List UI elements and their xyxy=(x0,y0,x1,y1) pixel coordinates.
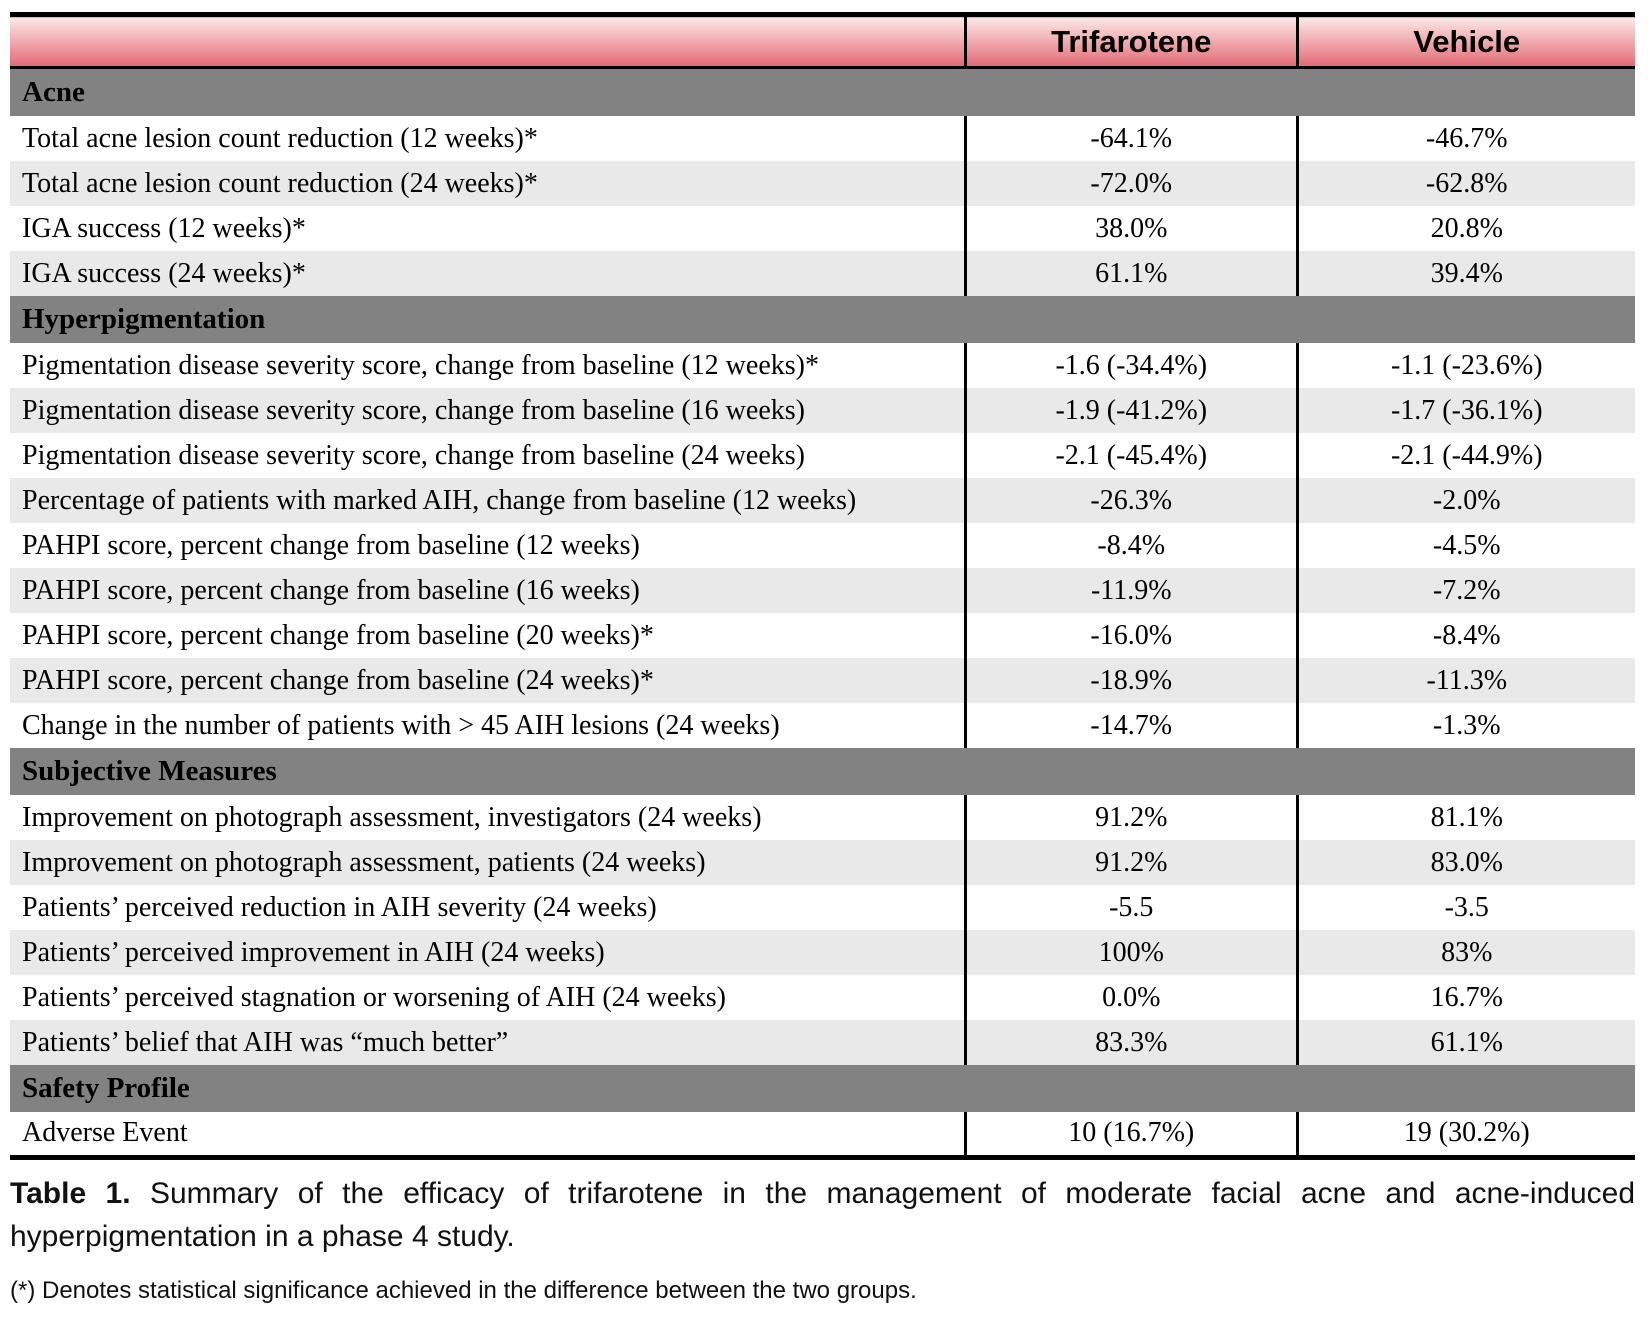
trifarotene-value: -16.0% xyxy=(964,613,1297,658)
efficacy-table: Trifarotene Vehicle Acne Total acne lesio… xyxy=(10,12,1635,1160)
row-label: Change in the number of patients with > … xyxy=(10,703,966,748)
trifarotene-value: -11.9% xyxy=(964,568,1297,613)
trifarotene-value: -72.0% xyxy=(964,161,1297,206)
vehicle-value: 16.7% xyxy=(1295,975,1635,1020)
row-label: Improvement on photograph assessment, pa… xyxy=(10,840,966,885)
table-header-row: Trifarotene Vehicle xyxy=(10,14,1635,69)
vehicle-value: -3.5 xyxy=(1295,885,1635,930)
section-row-subjective-measures: Subjective Measures xyxy=(10,748,1635,795)
section-title: Safety Profile xyxy=(10,1065,1635,1112)
trifarotene-value: -2.1 (-45.4%) xyxy=(964,433,1297,478)
vehicle-value: 19 (30.2%) xyxy=(1295,1112,1635,1157)
vehicle-value: 20.8% xyxy=(1295,206,1635,251)
table-row: Patients’ perceived improvement in AIH (… xyxy=(10,930,1635,975)
table-row: PAHPI score, percent change from baselin… xyxy=(10,568,1635,613)
table-footnote: (*) Denotes statistical significance ach… xyxy=(10,1276,917,1304)
row-label: PAHPI score, percent change from baselin… xyxy=(10,568,966,613)
table-row: Total acne lesion count reduction (24 we… xyxy=(10,161,1635,206)
row-label: Pigmentation disease severity score, cha… xyxy=(10,433,966,478)
section-title: Acne xyxy=(10,67,1635,116)
trifarotene-value: -18.9% xyxy=(964,658,1297,703)
vehicle-value: -1.1 (-23.6%) xyxy=(1295,343,1635,388)
section-title: Subjective Measures xyxy=(10,748,1635,795)
caption-label: Table 1. xyxy=(10,1176,131,1210)
vehicle-value: 81.1% xyxy=(1295,795,1635,840)
trifarotene-value: -1.6 (-34.4%) xyxy=(964,343,1297,388)
vehicle-value: 39.4% xyxy=(1295,251,1635,296)
vehicle-value: -1.7 (-36.1%) xyxy=(1295,388,1635,433)
vehicle-value: -46.7% xyxy=(1295,116,1635,161)
row-label: Total acne lesion count reduction (24 we… xyxy=(10,161,966,206)
table-row: Pigmentation disease severity score, cha… xyxy=(10,388,1635,433)
trifarotene-value: -64.1% xyxy=(964,116,1297,161)
vehicle-value: 83% xyxy=(1295,930,1635,975)
row-label: Adverse Event xyxy=(10,1112,966,1157)
vehicle-value: -4.5% xyxy=(1295,523,1635,568)
trifarotene-value: 38.0% xyxy=(964,206,1297,251)
table-caption: Table 1. Summary of the efficacy of trif… xyxy=(10,1172,1635,1259)
trifarotene-value: 0.0% xyxy=(964,975,1297,1020)
trifarotene-value: 10 (16.7%) xyxy=(964,1112,1297,1157)
trifarotene-value: 100% xyxy=(964,930,1297,975)
trifarotene-value: -1.9 (-41.2%) xyxy=(964,388,1297,433)
vehicle-value: -2.1 (-44.9%) xyxy=(1295,433,1635,478)
row-label: Patients’ perceived stagnation or worsen… xyxy=(10,975,966,1020)
vehicle-value: -62.8% xyxy=(1295,161,1635,206)
row-label: Pigmentation disease severity score, cha… xyxy=(10,343,966,388)
trifarotene-value: 83.3% xyxy=(964,1020,1297,1065)
section-row-safety-profile: Safety Profile xyxy=(10,1065,1635,1112)
row-label: Patients’ belief that AIH was “much bett… xyxy=(10,1020,966,1065)
table-row: Adverse Event 10 (16.7%) 19 (30.2%) xyxy=(10,1112,1635,1157)
table-row: PAHPI score, percent change from baselin… xyxy=(10,658,1635,703)
vehicle-value: -1.3% xyxy=(1295,703,1635,748)
caption-text: Summary of the efficacy of trifarotene i… xyxy=(10,1176,1635,1254)
row-label: IGA success (24 weeks)* xyxy=(10,251,966,296)
table-row: Improvement on photograph assessment, pa… xyxy=(10,840,1635,885)
row-label: Total acne lesion count reduction (12 we… xyxy=(10,116,966,161)
section-row-hyperpigmentation: Hyperpigmentation xyxy=(10,296,1635,343)
table-row: PAHPI score, percent change from baselin… xyxy=(10,523,1635,568)
trifarotene-value: -26.3% xyxy=(964,478,1297,523)
row-label: PAHPI score, percent change from baselin… xyxy=(10,658,966,703)
vehicle-value: -11.3% xyxy=(1295,658,1635,703)
trifarotene-value: 91.2% xyxy=(964,795,1297,840)
row-label: Percentage of patients with marked AIH, … xyxy=(10,478,966,523)
row-label: Patients’ perceived improvement in AIH (… xyxy=(10,930,966,975)
header-vehicle: Vehicle xyxy=(1295,14,1635,69)
row-label: PAHPI score, percent change from baselin… xyxy=(10,523,966,568)
row-label: Patients’ perceived reduction in AIH sev… xyxy=(10,885,966,930)
table-row: IGA success (12 weeks)* 38.0% 20.8% xyxy=(10,206,1635,251)
row-label: Improvement on photograph assessment, in… xyxy=(10,795,966,840)
vehicle-value: -8.4% xyxy=(1295,613,1635,658)
vehicle-value: -7.2% xyxy=(1295,568,1635,613)
trifarotene-value: 91.2% xyxy=(964,840,1297,885)
table-row: Total acne lesion count reduction (12 we… xyxy=(10,116,1635,161)
row-label: Pigmentation disease severity score, cha… xyxy=(10,388,966,433)
row-label: IGA success (12 weeks)* xyxy=(10,206,966,251)
vehicle-value: -2.0% xyxy=(1295,478,1635,523)
table-row: Pigmentation disease severity score, cha… xyxy=(10,433,1635,478)
trifarotene-value: -5.5 xyxy=(964,885,1297,930)
table-row: Percentage of patients with marked AIH, … xyxy=(10,478,1635,523)
table-row: Patients’ perceived stagnation or worsen… xyxy=(10,975,1635,1020)
table-row: IGA success (24 weeks)* 61.1% 39.4% xyxy=(10,251,1635,296)
table-row: Patients’ belief that AIH was “much bett… xyxy=(10,1020,1635,1065)
header-empty-cell xyxy=(10,14,966,69)
table-row: Pigmentation disease severity score, cha… xyxy=(10,343,1635,388)
table-row: PAHPI score, percent change from baselin… xyxy=(10,613,1635,658)
vehicle-value: 83.0% xyxy=(1295,840,1635,885)
table-row: Change in the number of patients with > … xyxy=(10,703,1635,748)
row-label: PAHPI score, percent change from baselin… xyxy=(10,613,966,658)
vehicle-value: 61.1% xyxy=(1295,1020,1635,1065)
trifarotene-value: 61.1% xyxy=(964,251,1297,296)
section-title: Hyperpigmentation xyxy=(10,296,1635,343)
header-trifarotene: Trifarotene xyxy=(964,14,1297,69)
trifarotene-value: -14.7% xyxy=(964,703,1297,748)
table-row: Improvement on photograph assessment, in… xyxy=(10,795,1635,840)
section-row-acne: Acne xyxy=(10,67,1635,116)
table-row: Patients’ perceived reduction in AIH sev… xyxy=(10,885,1635,930)
trifarotene-value: -8.4% xyxy=(964,523,1297,568)
